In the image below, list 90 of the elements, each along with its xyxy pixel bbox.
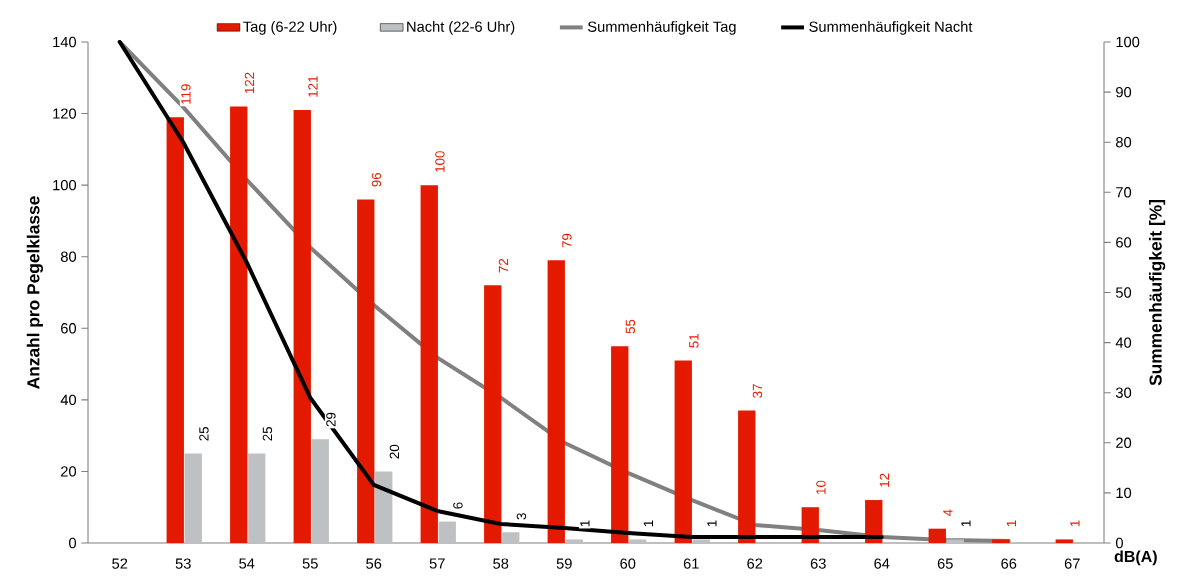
- y-tick-label: 0: [69, 537, 77, 549]
- x-axis-title: dB(A): [1114, 550, 1157, 566]
- bar: [946, 539, 964, 543]
- x-tick-label: 55: [302, 558, 318, 569]
- y2-tick-label: 100: [1116, 36, 1140, 48]
- y-tick-label: 60: [61, 323, 77, 334]
- y-axis-title: Anzahl pro Pegelklasse: [26, 196, 44, 389]
- x-tick-label: 58: [493, 558, 509, 569]
- y2-tick-label: 10: [1116, 487, 1132, 499]
- bar: [1055, 539, 1073, 543]
- y2-axis-title: Summenhäufigkeit [%]: [1149, 200, 1166, 386]
- data-label: 1: [580, 520, 590, 527]
- data-label: 1: [1070, 520, 1080, 527]
- data-label: 51: [689, 334, 699, 348]
- y2-tick-label: 80: [1116, 137, 1132, 148]
- legend-label: Summenhäufigkeit Tag: [587, 21, 736, 35]
- y-tick-label: 20: [61, 466, 77, 477]
- y-tick-label: 100: [53, 179, 77, 191]
- x-tick-label: 56: [366, 558, 382, 569]
- data-label: 1: [707, 520, 717, 527]
- bar: [565, 539, 583, 543]
- data-label: 25: [199, 427, 209, 441]
- x-tick-label: 66: [1001, 558, 1017, 569]
- bar: [611, 346, 629, 543]
- bar: [248, 453, 266, 543]
- x-tick-label: 62: [747, 558, 763, 569]
- x-tick-label: 60: [620, 558, 636, 569]
- y-tick-label: 140: [53, 36, 77, 48]
- x-tick-label: 61: [683, 558, 699, 569]
- x-tick-label: 63: [810, 558, 826, 569]
- legend-label: Nacht (22-6 Uhr): [407, 21, 515, 35]
- bar: [928, 528, 946, 543]
- data-label: 10: [816, 480, 826, 494]
- y2-tick-label: 20: [1116, 437, 1132, 448]
- bar: [375, 471, 393, 543]
- y-tick-label: 40: [60, 394, 77, 406]
- y2-tick-label: 70: [1116, 187, 1132, 198]
- bar: [166, 117, 184, 543]
- data-label: 100: [435, 151, 445, 172]
- data-label: 25: [262, 427, 273, 441]
- data-label: 3: [516, 513, 527, 520]
- data-label: 12: [879, 473, 890, 487]
- x-tick-label: 64: [874, 558, 890, 569]
- bar: [547, 260, 565, 543]
- x-tick-label: 54: [239, 558, 255, 569]
- bar: [420, 185, 438, 543]
- data-label: 119: [181, 84, 191, 104]
- data-label: 20: [389, 444, 400, 459]
- legend-label: Summenhäufigkeit Nacht: [809, 21, 973, 35]
- y2-tick-label: 90: [1116, 86, 1132, 98]
- data-label: 72: [498, 258, 509, 273]
- x-tick-label: 67: [1064, 558, 1080, 569]
- y2-tick-label: 30: [1115, 387, 1132, 398]
- x-tick-label: 65: [937, 558, 953, 569]
- y-tick-label: 120: [53, 108, 77, 119]
- x-tick-label: 52: [112, 558, 128, 569]
- data-label: 1: [961, 520, 971, 527]
- bar: [357, 199, 375, 543]
- data-label: 122: [244, 72, 255, 94]
- bar: [692, 539, 710, 543]
- bar: [629, 539, 647, 543]
- data-label: 29: [326, 412, 336, 427]
- y2-tick-label: 0: [1115, 537, 1123, 549]
- x-tick-label: 57: [429, 558, 445, 569]
- data-label: 1: [643, 520, 654, 527]
- bar: [230, 106, 248, 543]
- data-label: 96: [371, 172, 382, 187]
- bar: [674, 360, 692, 543]
- y-tick-label: 80: [60, 251, 77, 262]
- bar: [738, 410, 756, 543]
- x-tick-label: 59: [556, 558, 572, 569]
- data-label: 37: [752, 384, 763, 398]
- y2-tick-label: 60: [1116, 237, 1132, 248]
- bar: [311, 439, 329, 543]
- bar: [184, 453, 202, 543]
- data-label: 79: [562, 233, 572, 248]
- bar: [293, 109, 311, 543]
- bar: [502, 532, 520, 543]
- x-tick-label: 53: [175, 558, 191, 569]
- data-label: 6: [453, 502, 463, 509]
- y2-tick-label: 40: [1115, 337, 1132, 348]
- data-label: 121: [308, 76, 318, 97]
- bar: [438, 521, 456, 543]
- bar: [992, 539, 1010, 543]
- data-label: 1: [1006, 520, 1017, 527]
- data-label: 55: [625, 319, 636, 334]
- bar: [484, 285, 502, 543]
- legend-label: Tag (6-22 Uhr): [243, 21, 337, 35]
- y2-tick-label: 50: [1115, 287, 1132, 298]
- data-label: 4: [943, 509, 953, 517]
